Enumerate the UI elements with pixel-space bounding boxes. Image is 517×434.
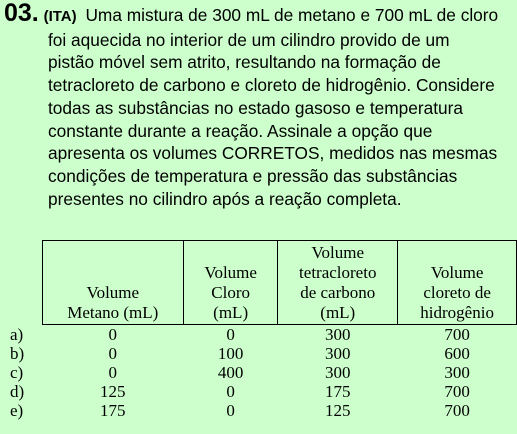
cell-metano: 125 [100, 382, 126, 401]
cell-cloro: 0 [226, 401, 235, 420]
header-line: de carbono [300, 283, 376, 302]
table-row: a) 0 0 300 700 [4, 325, 517, 345]
header-line: Volume [204, 263, 257, 282]
question-line: constante durante a reação. Assinale a o… [48, 120, 433, 141]
cell-cloro: 0 [226, 325, 235, 344]
option-label: b) [10, 344, 25, 363]
question-block: 03. (ITA) Uma mistura de 300 mL de metan… [4, 0, 516, 210]
cell-cloreto: 300 [444, 363, 470, 382]
header-line: Volume [311, 243, 365, 262]
question-line: tetracloreto de carbono e cloreto de hid… [48, 75, 495, 96]
option-label: e) [10, 401, 24, 420]
option-label: d) [10, 382, 25, 401]
header-line: hidrogênio [420, 303, 494, 322]
header-volume-metano: Volume Metano (mL) [41, 240, 185, 325]
cell-tetracloreto: 300 [325, 363, 351, 382]
header-line: Metano (mL) [67, 303, 159, 322]
header-line: (mL) [320, 303, 356, 322]
cell-metano: 0 [108, 325, 118, 344]
header-volume-tetracloreto: Volume tetracloreto de carbono (mL) [277, 240, 399, 325]
cell-tetracloreto: 300 [325, 325, 351, 344]
table-row: c) 0 400 300 300 [4, 363, 517, 382]
table-row: e) 175 0 125 700 [4, 401, 517, 420]
question-first-line: 03. (ITA) Uma mistura de 300 mL de metan… [4, 0, 516, 29]
question-line: Uma mistura de 300 mL de metano e 700 mL… [85, 5, 499, 25]
cell-cloreto: 700 [444, 401, 470, 420]
header-volume-cloreto: Volume cloreto de hidrogênio [397, 240, 517, 325]
header-volume-cloro: Volume Cloro (mL) [183, 240, 279, 325]
cell-tetracloreto: 175 [325, 382, 351, 401]
cell-cloreto: 700 [444, 325, 470, 344]
table-row: d) 125 0 175 700 [4, 382, 517, 401]
question-number: 03. [4, 0, 39, 27]
question-line: presentes no cilindro após a reação comp… [48, 188, 402, 209]
cell-cloro: 0 [226, 382, 235, 401]
cell-tetracloreto: 125 [325, 401, 351, 420]
cell-cloreto: 600 [444, 344, 470, 363]
option-label: a) [10, 324, 24, 344]
answer-table: Volume Metano (mL) Volume Cloro (mL) Vol… [4, 240, 517, 420]
header-line: cloreto de [423, 283, 491, 302]
cell-metano: 175 [100, 401, 126, 420]
cell-metano: 0 [108, 363, 118, 382]
cell-cloro: 100 [217, 344, 244, 363]
header-line: Volume [86, 283, 140, 302]
header-line: (mL) [213, 303, 249, 322]
question-line: apresenta os volumes CORRETOS, medidos n… [48, 143, 498, 164]
header-line: Volume [430, 263, 484, 282]
cell-tetracloreto: 300 [325, 344, 351, 363]
question-line: foi aquecida no interior de um cilindro … [48, 29, 450, 50]
table-row: b) 0 100 300 600 [4, 344, 517, 363]
cell-cloreto: 700 [444, 382, 470, 401]
header-row: Volume Metano (mL) Volume Cloro (mL) Vol… [4, 240, 517, 325]
question-line: todas as substâncias no estado gasoso e … [48, 97, 464, 118]
header-line: Cloro [211, 283, 251, 302]
question-line: pistão móvel sem atrito, resultando na f… [48, 52, 441, 73]
option-label: c) [10, 363, 24, 382]
cell-metano: 0 [108, 344, 118, 363]
question-line: condições de temperatura e pressão das s… [48, 165, 458, 186]
header-line: tetracloreto [299, 263, 377, 282]
question-source: (ITA) [43, 8, 77, 25]
cell-cloro: 400 [217, 363, 244, 382]
